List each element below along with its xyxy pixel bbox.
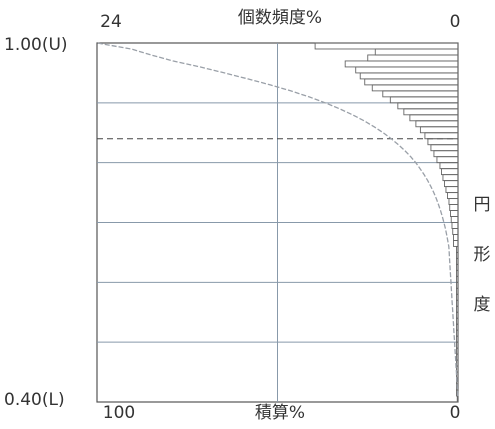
bar [436, 156, 459, 164]
bar [456, 359, 459, 367]
bar [456, 245, 459, 253]
bar [355, 66, 459, 74]
bar [403, 108, 459, 116]
bar [450, 210, 459, 217]
x-tick-label: 0 [450, 12, 461, 32]
y-tick-label: 0.40(L) [4, 390, 65, 410]
bar [456, 305, 459, 313]
bar [456, 269, 459, 277]
bar [456, 323, 459, 331]
x2-tick-label: 0 [450, 403, 461, 423]
bar [451, 222, 459, 229]
bar [444, 180, 459, 188]
y-axis-label-char: 度 [474, 295, 491, 315]
bar [314, 42, 459, 50]
bar [367, 54, 459, 62]
bar [453, 234, 459, 241]
bar [344, 60, 459, 68]
bar [409, 114, 459, 122]
bar [415, 120, 459, 128]
bar [447, 192, 459, 200]
y-tick-label: 1.00(U) [4, 35, 68, 55]
cumulative-curve [96, 42, 459, 397]
bar [456, 287, 459, 295]
bar [389, 96, 459, 104]
bar [456, 275, 459, 283]
bar [419, 126, 459, 134]
x2-tick-label: 100 [103, 403, 135, 423]
bar [424, 132, 459, 140]
bar [433, 150, 459, 158]
bar [439, 162, 459, 170]
bar [456, 395, 459, 403]
bar [371, 84, 459, 92]
y-axis-label-char: 円 [474, 195, 491, 215]
bar [427, 138, 459, 146]
x-axis-label: 積算% [255, 403, 305, 423]
bar [449, 204, 459, 211]
bar [456, 317, 459, 325]
bar [441, 168, 459, 176]
y-axis-label-char: 形 [474, 245, 491, 265]
bar [456, 251, 459, 259]
bar [430, 144, 459, 152]
bar [456, 335, 459, 343]
bar [456, 281, 459, 289]
bar [442, 174, 459, 182]
bar [382, 90, 459, 98]
bar [452, 228, 459, 235]
bar [456, 299, 459, 307]
bar [374, 48, 459, 56]
bar [450, 216, 459, 223]
chart-title: 個数頻度% [238, 8, 322, 28]
bar [456, 257, 459, 265]
bar [456, 293, 459, 301]
x-tick-label: 24 [100, 12, 122, 32]
bar [456, 311, 459, 319]
bar [453, 239, 459, 247]
bar [456, 263, 459, 271]
bar [456, 329, 459, 337]
bar [456, 347, 459, 355]
y-axis-label: 円形度 [474, 195, 491, 315]
bar [397, 102, 459, 110]
bar [456, 341, 459, 349]
bar [364, 78, 459, 86]
bar [456, 353, 459, 361]
bar [445, 186, 459, 194]
bar [359, 72, 459, 80]
bar [448, 198, 459, 205]
